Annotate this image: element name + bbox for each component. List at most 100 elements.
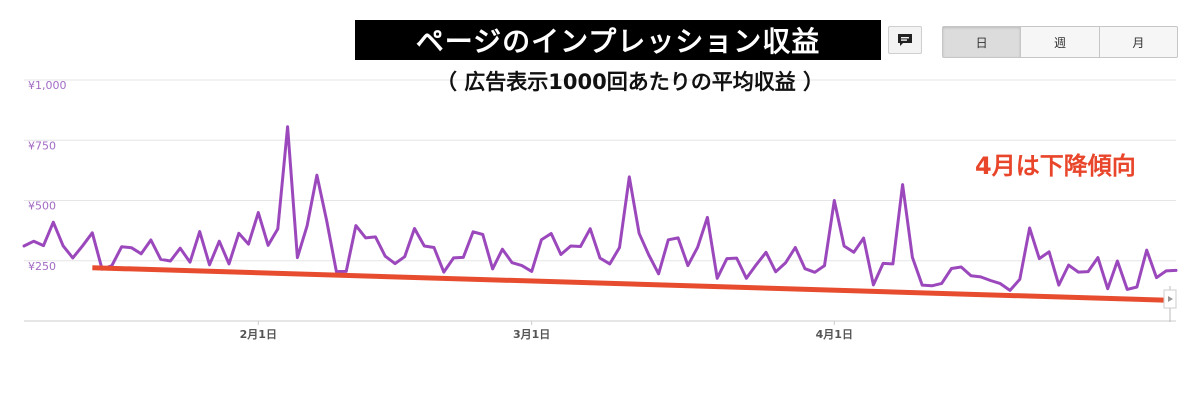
y-tick-label: ¥1,000 (28, 79, 67, 92)
data-point (344, 270, 348, 273)
y-axis: ¥250 ¥500 ¥750 ¥1,000 (28, 79, 67, 273)
chart-end-handle[interactable] (1163, 286, 1177, 322)
data-point (774, 270, 777, 274)
data-point (833, 199, 836, 202)
data-point (423, 244, 426, 248)
annotation-button[interactable] (888, 26, 922, 54)
data-point (589, 227, 592, 230)
x-tick-label: 3月1日 (513, 328, 550, 341)
data-point (647, 253, 651, 257)
data-point (491, 267, 494, 271)
data-point (130, 246, 133, 249)
data-point (276, 227, 280, 231)
chart-grid (24, 79, 1176, 322)
data-point (1155, 276, 1158, 279)
data-point (71, 256, 75, 260)
data-point (462, 256, 465, 259)
data-point (852, 251, 856, 254)
handle-arrow-icon (1168, 296, 1173, 302)
data-point (1028, 226, 1031, 230)
data-point (188, 260, 192, 264)
data-point (1125, 288, 1129, 291)
data-point (52, 220, 55, 224)
y-tick-label: ¥500 (28, 200, 56, 213)
data-point (403, 255, 406, 258)
data-point (960, 265, 963, 269)
data-point (42, 244, 45, 247)
granularity-week-button[interactable]: 週 (1021, 27, 1100, 57)
data-point (393, 262, 397, 265)
data-point (803, 267, 807, 270)
data-point (969, 274, 973, 277)
data-point (715, 277, 719, 280)
data-point (354, 224, 358, 227)
data-point (920, 283, 924, 287)
trend-line (92, 265, 1177, 304)
data-point (325, 219, 328, 222)
data-point (335, 270, 338, 273)
data-point (296, 256, 299, 259)
data-point (891, 262, 895, 266)
data-point (1018, 278, 1021, 281)
data-point (1086, 270, 1090, 273)
data-point (61, 244, 65, 248)
x-axis: 2月1日 3月1日 4月1日 (240, 321, 853, 341)
y-tick-label: ¥750 (28, 139, 56, 152)
data-point (862, 236, 865, 240)
data-point (1145, 248, 1148, 252)
data-point (305, 224, 309, 228)
data-point (696, 246, 699, 249)
data-point (247, 242, 250, 246)
data-point (1047, 250, 1051, 254)
data-point (755, 263, 758, 267)
data-point (1057, 283, 1061, 287)
data-point (657, 272, 660, 275)
data-point (901, 183, 904, 186)
data-point (169, 259, 172, 263)
granularity-day-button[interactable]: 日 (943, 27, 1022, 57)
data-point (198, 230, 201, 233)
y-tick-label: ¥250 (28, 260, 56, 273)
data-point (432, 246, 436, 249)
data-point (598, 256, 602, 260)
page-title: ページのインプレッション収益 (355, 20, 881, 60)
data-point (930, 284, 934, 288)
data-point (257, 211, 260, 214)
data-point (1116, 259, 1119, 263)
data-point (501, 247, 504, 251)
data-point (374, 235, 377, 239)
trend-layer (92, 265, 1177, 304)
data-point (989, 279, 992, 282)
data-point (1106, 287, 1109, 290)
data-point (735, 256, 738, 260)
data-point (676, 236, 680, 240)
granularity-toggle: 日 週 月 (942, 26, 1178, 58)
chart-series (22, 125, 1178, 292)
data-point (881, 262, 885, 265)
data-point (1038, 257, 1041, 260)
data-point (530, 270, 533, 273)
chart-subtitle: （ 広告表示1000回あたりの平均収益 ） (435, 70, 825, 94)
data-point (286, 125, 289, 128)
data-point (32, 240, 35, 243)
data-point (159, 258, 162, 261)
data-point (22, 244, 26, 248)
data-point (413, 227, 416, 230)
data-point (569, 244, 572, 248)
data-point (764, 251, 768, 254)
data-point (872, 283, 875, 287)
data-point (784, 261, 787, 265)
granularity-month-button[interactable]: 月 (1132, 35, 1145, 50)
data-point (725, 257, 729, 260)
data-point (218, 240, 221, 243)
data-point (940, 282, 943, 285)
data-point (1096, 256, 1100, 259)
data-point (823, 264, 826, 267)
data-point (540, 238, 543, 241)
data-point (667, 238, 670, 241)
data-point (91, 231, 94, 234)
data-point (384, 254, 387, 258)
data-point (979, 275, 982, 279)
speech-bubble-icon (898, 34, 912, 46)
data-point (1135, 285, 1139, 289)
